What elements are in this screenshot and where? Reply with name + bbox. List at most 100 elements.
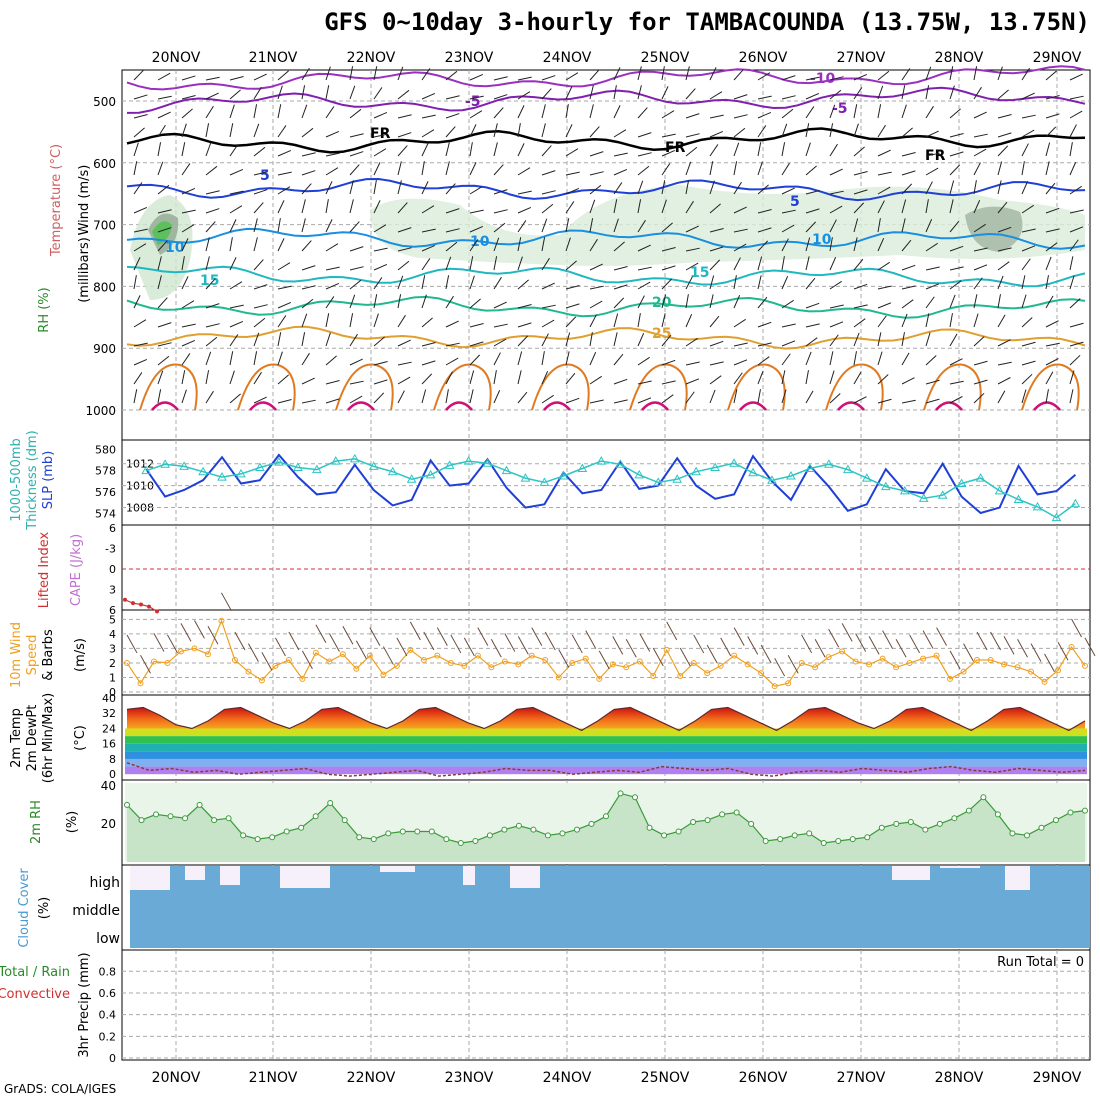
wind-barb: [829, 89, 842, 100]
wind-barb: [277, 125, 287, 138]
wind-barb: [445, 113, 460, 119]
wind-barb: [493, 164, 504, 176]
wind-barb: [325, 398, 340, 404]
wind-barb: [181, 370, 186, 385]
y-tick-label: 0.6: [99, 987, 117, 1000]
wind-barb: [373, 336, 385, 347]
wind-barb: [493, 370, 497, 385]
wind-barb: [493, 189, 508, 195]
wind-barb: [181, 300, 195, 309]
wind-barb: [157, 297, 168, 309]
wind-barb: [205, 221, 216, 233]
wind-barb: [181, 224, 195, 233]
rh-marker: [1009, 830, 1016, 837]
wind-barb: [709, 246, 724, 252]
wind-barb: [829, 219, 837, 233]
wind-barb: [373, 133, 388, 138]
wind-barb: [469, 110, 483, 119]
temp-contour-35: [347, 401, 375, 411]
wind-barb: [613, 332, 618, 347]
wind-barb: [565, 237, 571, 252]
wind-barb: [949, 380, 964, 385]
wind-barb: [661, 133, 676, 138]
y-tick-label: 1000: [85, 404, 116, 418]
wind-barb: [882, 630, 894, 649]
wind-barb: [973, 277, 983, 290]
wind-speed-marker: [555, 674, 562, 681]
wind-barb: [829, 334, 839, 347]
temp-contour-35: [837, 401, 865, 411]
wind-barb: [450, 634, 462, 654]
wind-barb: [469, 162, 477, 176]
wind-barb: [301, 170, 316, 176]
wind-speed-marker: [650, 673, 657, 680]
wind-barb: [877, 374, 889, 385]
wind-barb: [1069, 298, 1081, 309]
wind-barb: [709, 294, 714, 309]
wind-barb: [469, 323, 484, 328]
wind-barb: [157, 342, 172, 347]
thickness-marker: [1013, 494, 1024, 503]
rh-marker: [835, 838, 842, 845]
wind-barb: [997, 66, 1003, 81]
wind-barb: [397, 294, 402, 309]
rh-marker: [777, 836, 784, 843]
wind-barb: [598, 650, 610, 670]
contour-label: 25: [652, 326, 671, 342]
wind-barb: [541, 237, 546, 252]
wind-barb: [925, 218, 933, 233]
wind-speed-marker: [407, 646, 414, 653]
wind-barb: [733, 342, 748, 347]
wind-barb: [517, 351, 523, 366]
wind-speed-line: [126, 619, 1086, 687]
wind-barb: [949, 245, 964, 252]
wind-barb: [493, 76, 508, 81]
wind-barb: [493, 237, 500, 252]
wind-barb: [301, 377, 315, 385]
wind-barb: [709, 275, 715, 290]
wind-barb: [421, 389, 427, 404]
wind-barb: [637, 165, 650, 176]
rh-marker: [269, 834, 276, 841]
panel-frame-3: [121, 524, 1091, 611]
wind-barb: [1045, 320, 1059, 328]
wind-barb: [805, 370, 809, 385]
wind-barb: [325, 181, 333, 195]
wind-barb: [565, 397, 580, 404]
thickness-marker: [918, 493, 929, 502]
wind-speed-marker: [1014, 664, 1021, 671]
wind-barb: [277, 315, 287, 328]
wind-barb: [613, 182, 623, 195]
wind-barb: [421, 342, 436, 347]
wind-barb: [1045, 70, 1057, 81]
y-tick-label: 0: [109, 768, 116, 781]
thickness-marker: [1032, 501, 1043, 511]
wind-barb: [1021, 180, 1029, 195]
wind-speed-marker: [717, 662, 724, 669]
wind-barb: [565, 124, 573, 138]
day-label-top: 20NOV: [152, 50, 201, 66]
wind-barb: [157, 240, 168, 252]
wind-barb: [613, 218, 619, 233]
rh-marker: [472, 838, 479, 845]
cloud-gap: [510, 866, 540, 888]
wind-barb: [558, 649, 570, 668]
wind-barb: [517, 237, 522, 252]
wind-barb: [997, 294, 1001, 309]
thickness-marker: [748, 467, 758, 477]
rh-marker: [864, 834, 871, 841]
wind-barb: [373, 379, 388, 385]
wind-barb: [133, 161, 138, 176]
wind-barb: [153, 633, 165, 652]
rh-marker: [820, 839, 827, 846]
wind-barb: [229, 351, 234, 366]
wind-barb: [949, 199, 954, 214]
wind-barb: [565, 104, 569, 119]
contour-label: FR: [925, 148, 946, 164]
wind-barb: [157, 72, 171, 81]
wind-barb: [1021, 129, 1035, 138]
temp-contour-30: [923, 363, 982, 411]
wind-barb: [301, 298, 314, 309]
wind-barb: [541, 218, 548, 233]
day-label-top: 28NOV: [935, 50, 984, 66]
